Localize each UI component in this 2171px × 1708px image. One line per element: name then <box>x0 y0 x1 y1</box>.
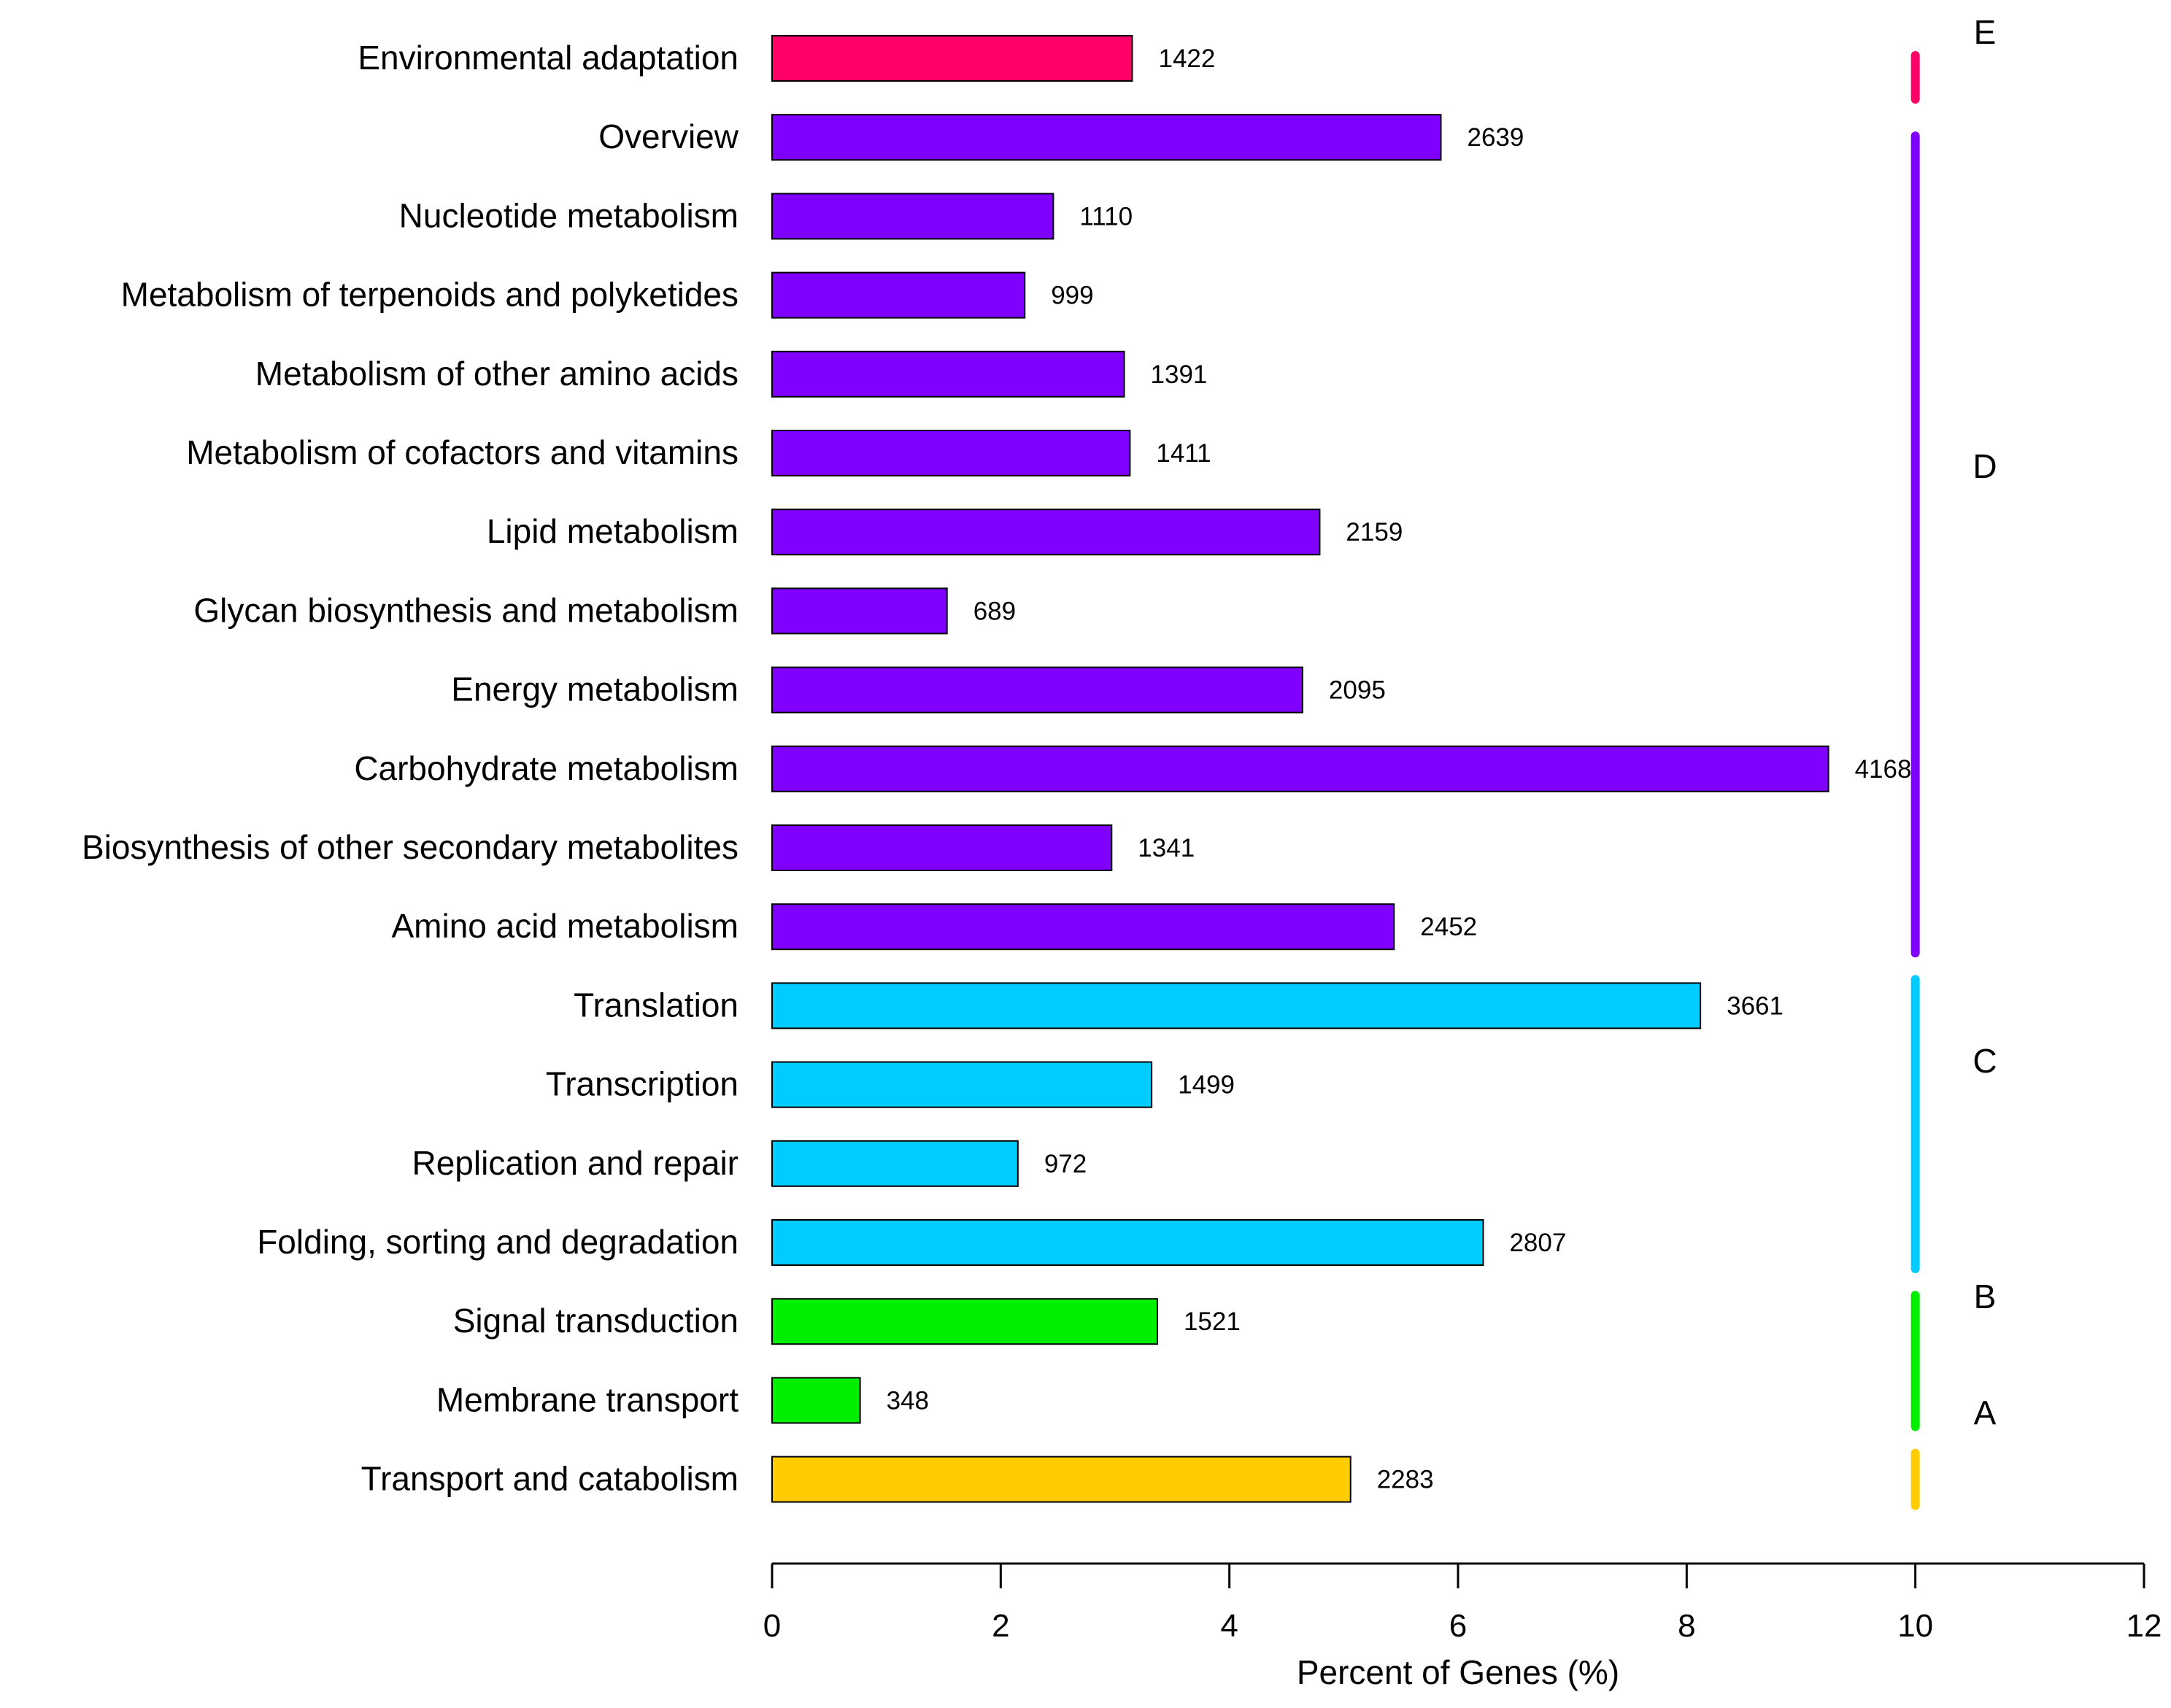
category-label-overview: Overview <box>598 117 739 155</box>
x-tick-label-10: 10 <box>1897 1608 1933 1644</box>
group-label-b: B <box>1974 1278 1997 1315</box>
bar-translation <box>771 982 1702 1029</box>
bar-carbohydrate-metabolism <box>771 745 1829 792</box>
category-label-metabolism-of-cofactors-and-vitamins: Metabolism of cofactors and vitamins <box>186 433 739 471</box>
value-label-signal-transduction: 1521 <box>1184 1307 1241 1336</box>
x-axis-title: Percent of Genes (%) <box>1297 1653 1619 1691</box>
bar-overview <box>771 114 1442 161</box>
group-label-a: A <box>1974 1394 1997 1432</box>
x-tick-label-8: 8 <box>1678 1608 1695 1644</box>
value-label-lipid-metabolism: 2159 <box>1346 518 1403 546</box>
category-label-signal-transduction: Signal transduction <box>453 1302 739 1340</box>
category-label-amino-acid-metabolism: Amino acid metabolism <box>391 907 739 945</box>
category-label-replication-and-repair: Replication and repair <box>412 1144 739 1182</box>
value-label-glycan-biosynthesis-and-metabolism: 689 <box>973 597 1016 625</box>
category-label-biosynthesis-of-other-secondary-metabolites: Biosynthesis of other secondary metaboli… <box>82 828 739 866</box>
bar-transcription <box>771 1061 1153 1108</box>
bar-replication-and-repair <box>771 1140 1019 1187</box>
value-label-transport-and-catabolism: 2283 <box>1377 1466 1434 1494</box>
bar-lipid-metabolism <box>771 509 1321 556</box>
x-tick-label-2: 2 <box>992 1608 1009 1644</box>
bars-layer: Environmental adaptation 1422 Overview 2639… <box>82 35 1912 1503</box>
bar-energy-metabolism <box>771 666 1303 714</box>
x-tick-label-6: 6 <box>1449 1608 1467 1644</box>
category-label-metabolism-of-terpenoids-and-polyketides: Metabolism of terpenoids and polyketides <box>121 276 739 314</box>
bar-metabolism-of-terpenoids-and-polyketides <box>771 271 1026 319</box>
value-label-membrane-transport: 348 <box>887 1386 929 1415</box>
bar-metabolism-of-other-amino-acids <box>771 350 1125 398</box>
category-label-carbohydrate-metabolism: Carbohydrate metabolism <box>354 749 739 787</box>
value-label-environmental-adaptation: 1422 <box>1159 45 1216 73</box>
category-label-membrane-transport: Membrane transport <box>436 1380 739 1418</box>
group-label-c: C <box>1973 1042 1997 1080</box>
category-label-nucleotide-metabolism: Nucleotide metabolism <box>399 196 739 234</box>
bar-biosynthesis-of-other-secondary-metabolites <box>771 824 1113 871</box>
value-label-metabolism-of-cofactors-and-vitamins: 1411 <box>1156 439 1211 468</box>
bar-folding-sorting-and-degradation <box>771 1219 1484 1266</box>
category-label-transport-and-catabolism: Transport and catabolism <box>361 1460 739 1498</box>
value-label-transcription: 1499 <box>1178 1071 1235 1100</box>
value-label-nucleotide-metabolism: 1110 <box>1079 202 1133 231</box>
category-label-energy-metabolism: Energy metabolism <box>451 671 739 708</box>
value-label-translation: 3661 <box>1727 992 1784 1020</box>
category-label-transcription: Transcription <box>546 1065 739 1103</box>
value-label-amino-acid-metabolism: 2452 <box>1420 913 1477 941</box>
bar-amino-acid-metabolism <box>771 903 1395 951</box>
category-label-folding-sorting-and-degradation: Folding, sorting and degradation <box>257 1223 739 1261</box>
group-label-e: E <box>1974 13 1997 51</box>
category-label-glycan-biosynthesis-and-metabolism: Glycan biosynthesis and metabolism <box>193 591 739 629</box>
category-label-translation: Translation <box>574 986 739 1024</box>
bar-nucleotide-metabolism <box>771 193 1054 240</box>
value-label-carbohydrate-metabolism: 4168 <box>1855 755 1912 784</box>
x-tick-label-4: 4 <box>1220 1608 1238 1644</box>
bar-transport-and-catabolism <box>771 1456 1351 1503</box>
category-label-metabolism-of-other-amino-acids: Metabolism of other amino acids <box>255 355 739 393</box>
value-label-metabolism-of-other-amino-acids: 1391 <box>1151 360 1208 389</box>
value-label-metabolism-of-terpenoids-and-polyketides: 999 <box>1051 282 1093 310</box>
value-label-biosynthesis-of-other-secondary-metabolites: 1341 <box>1138 834 1195 862</box>
value-label-replication-and-repair: 972 <box>1044 1150 1087 1178</box>
x-axis: 0 2 4 6 8 10 12 <box>763 1562 2162 1644</box>
bar-signal-transduction <box>771 1298 1158 1345</box>
bar-membrane-transport <box>771 1377 861 1424</box>
category-label-lipid-metabolism: Lipid metabolism <box>487 512 739 550</box>
group-label-d: D <box>1973 447 1997 485</box>
bar-environmental-adaptation <box>771 35 1133 82</box>
value-label-overview: 2639 <box>1468 123 1524 152</box>
group-brackets: E D C B A <box>1910 13 1997 1510</box>
bar-metabolism-of-cofactors-and-vitamins <box>771 430 1131 476</box>
x-tick-label-12: 12 <box>2126 1608 2162 1644</box>
value-label-folding-sorting-and-degradation: 2807 <box>1509 1229 1566 1257</box>
bar-glycan-biosynthesis-and-metabolism <box>771 587 948 635</box>
x-tick-label-0: 0 <box>763 1608 781 1644</box>
value-label-energy-metabolism: 2095 <box>1329 676 1386 705</box>
category-label-environmental-adaptation: Environmental adaptation <box>358 39 739 77</box>
